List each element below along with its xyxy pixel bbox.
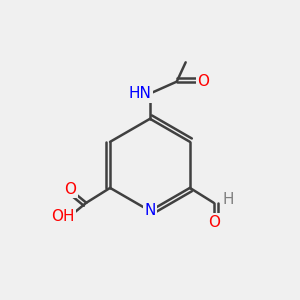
Text: O: O	[208, 214, 220, 230]
Text: O: O	[64, 182, 76, 197]
Text: H: H	[223, 192, 234, 207]
Text: HN: HN	[128, 86, 151, 101]
Text: N: N	[144, 203, 156, 218]
Text: O: O	[197, 74, 209, 89]
Text: OH: OH	[51, 208, 74, 224]
